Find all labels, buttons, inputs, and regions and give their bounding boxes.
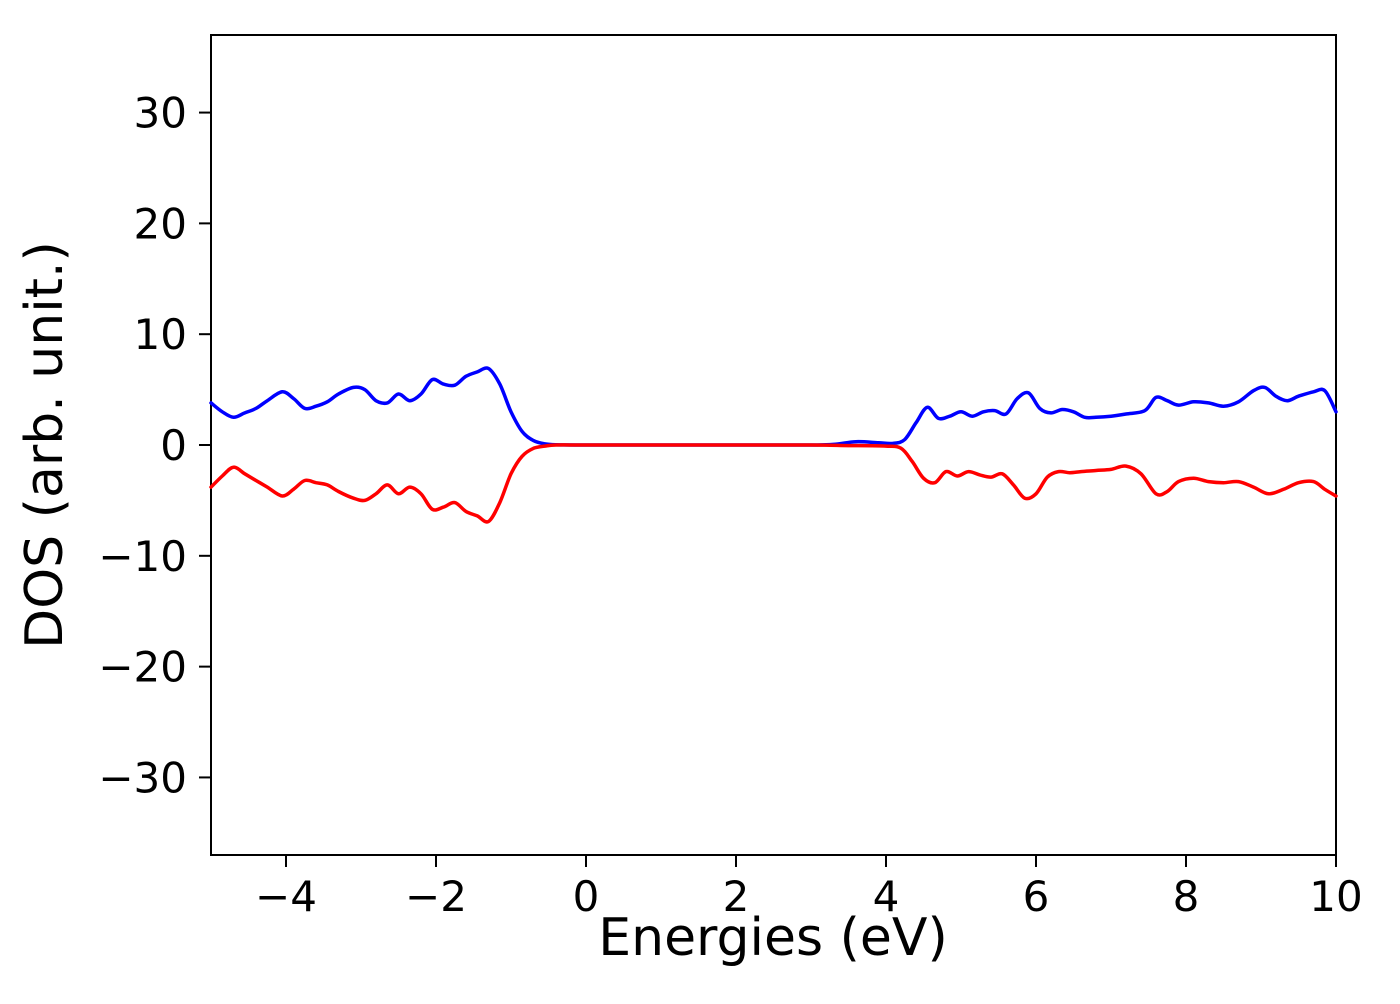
x-tick-label: 4 [873, 872, 900, 921]
x-tick-label: −2 [405, 872, 467, 921]
x-tick-label: 2 [723, 872, 750, 921]
y-tick-label: −10 [98, 532, 187, 581]
y-tick-label: −30 [98, 753, 187, 802]
dos-curves [209, 366, 1338, 524]
x-tick-label: 8 [1173, 872, 1200, 921]
spin-down-curve [209, 443, 1338, 524]
y-axis-label: DOS (arb. unit.) [15, 241, 75, 649]
x-tick-label: −4 [255, 872, 317, 921]
x-axis-label: Energies (eV) [598, 908, 947, 968]
spin-up-curve [209, 366, 1338, 447]
x-tick-label: 6 [1023, 872, 1050, 921]
y-tick-label: 10 [134, 310, 187, 359]
y-tick-label: 0 [160, 421, 187, 470]
y-tick-label: 30 [134, 89, 187, 138]
x-tick-label: 0 [573, 872, 600, 921]
y-tick-label: −20 [98, 643, 187, 692]
y-tick-label: 20 [134, 199, 187, 248]
x-tick-label: 10 [1309, 872, 1362, 921]
